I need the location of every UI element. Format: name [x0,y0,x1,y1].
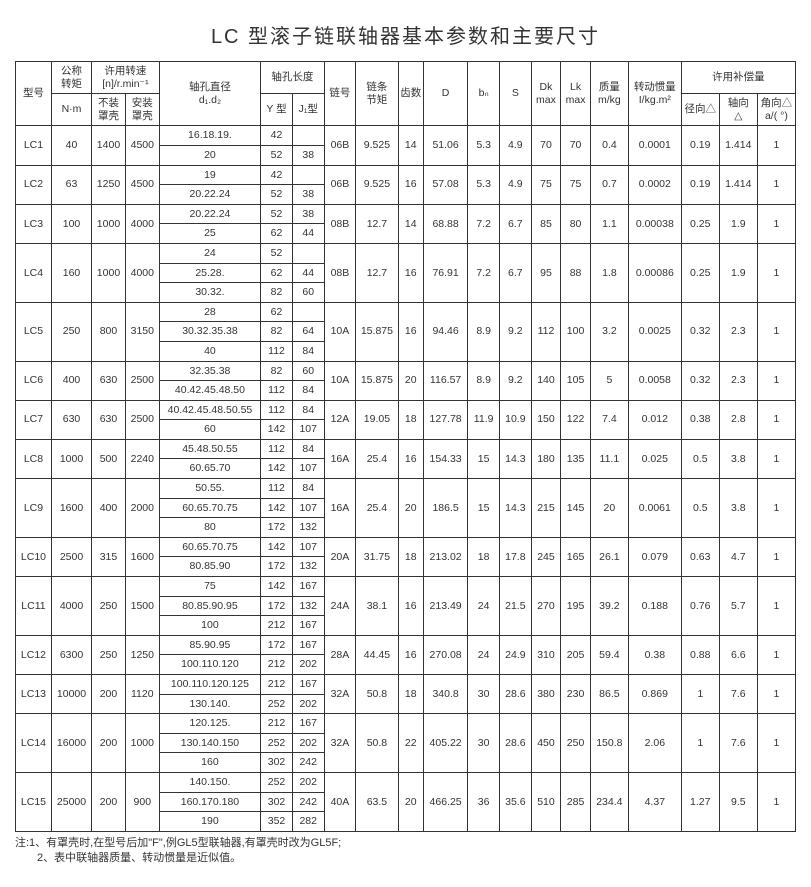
table-row: LC26312504500194206B9.5251657.085.34.975… [16,165,796,185]
table-row: LC13100002001120100.110.120.12521216732A… [16,675,796,695]
hdr-chain: 链号 [324,62,356,126]
hdr-cov: 安装罩壳 [125,94,159,126]
hdr-rad: 径向△ [681,94,719,126]
table-row: LC11400025015007514216724A38.116213.4924… [16,577,796,597]
table-row: LC7630630250040.42.45.48.50.551128412A19… [16,400,796,420]
hdr-ax: 轴向△ [719,94,757,126]
page-title: LC 型滚子链联轴器基本参数和主要尺寸 [15,20,796,49]
hdr-S: S [499,62,531,126]
hdr-speed: 许用转速[n]/r.min⁻¹ [92,62,160,94]
table-row: LC416010004000245208B12.71676.917.26.795… [16,243,796,263]
table-row: LC126300250125085.90.9517216728A44.45162… [16,635,796,655]
hdr-mass: 质量m/kg [590,62,628,126]
hdr-nocov: 不装罩壳 [92,94,126,126]
hdr-bore: 轴孔直径d₁.d₂ [159,62,260,126]
spec-table: 型号 公称转矩 许用转速[n]/r.min⁻¹ 轴孔直径d₁.d₂ 轴孔长度 链… [15,61,796,832]
hdr-borelen: 轴孔长度 [261,62,324,94]
hdr-torque: 公称转矩 [51,62,91,94]
hdr-torque-u: N·m [51,94,91,126]
hdr-Dk: Dkmax [531,62,561,126]
hdr-Y: Y 型 [261,94,293,126]
hdr-Lk: Lkmax [561,62,591,126]
table-row: LC81000500224045.48.50.551128416A25.4161… [16,439,796,459]
table-row: LC31001000400020.22.24523808B12.71468.88… [16,204,796,224]
hdr-pitch: 链条节矩 [356,62,398,126]
table-row: LC6400630250032.35.38826010A15.87520116.… [16,361,796,381]
note2: 2、表中联轴器质量、转动惯量是近似值。 [15,851,796,866]
note1: 注:1、有罩壳时,在型号后加"F",例GL5型联轴器,有罩壳时改为GL5F; [15,836,796,851]
hdr-model: 型号 [16,62,52,126]
table-row: LC91600400200050.55.1128416A25.420186.51… [16,479,796,499]
hdr-comp: 许用补偿量 [681,62,795,94]
hdr-inertia: 转动惯量I/kg.m² [628,62,681,126]
table-row: LC1525000200900140.150.25220240A63.52046… [16,772,796,792]
table-row: LC1401400450016.18.19.4206B9.5251451.065… [16,126,796,146]
hdr-z: 齿数 [398,62,423,126]
hdr-D: D [423,62,467,126]
table-row: LC14160002001000120.125.21216732A50.8224… [16,714,796,734]
hdr-bn: bₙ [468,62,500,126]
table-row: LC52508003150286210A15.8751694.468.99.21… [16,302,796,322]
table-row: LC102500315160060.65.70.7514210720A31.75… [16,537,796,557]
hdr-J1: J₁型 [292,94,324,126]
hdr-ang: 角向△a/( °) [757,94,795,126]
